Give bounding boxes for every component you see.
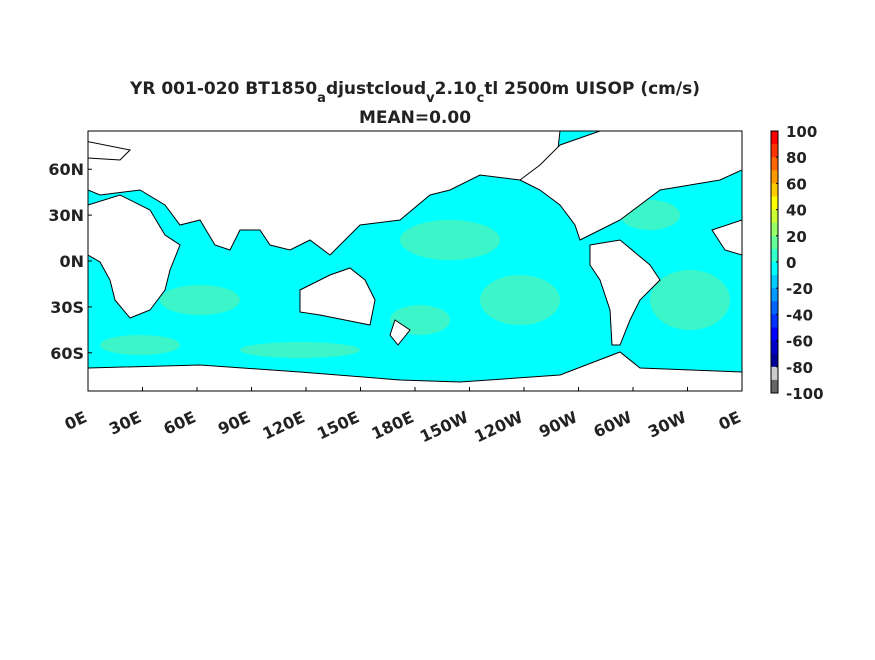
map [88,131,742,391]
colorbar-tick-label: -20 [786,280,813,298]
colorbar-tick-label: 100 [786,123,817,141]
colorbar-tick-label: 20 [786,228,807,246]
colorbar-segment [771,144,778,158]
colorbar-tick-label: -40 [786,306,813,324]
chart-title: YR 001-020 BT1850adjustcloudv2.10ctl 250… [129,79,700,106]
field-patches [100,200,730,358]
colorbar-tick-label: -100 [786,385,824,403]
colorbar-tick-label: 0 [786,254,796,272]
title-part: c [477,91,485,106]
y-tick-label: 0N [59,252,84,271]
colorbar-tick-label: 40 [786,202,807,220]
colorbar-segment [771,183,778,197]
title-part: 2.10 [435,79,477,99]
colorbar-segment [771,131,778,145]
colorbar-tick-label: 80 [786,149,807,167]
title-part: a [317,91,326,106]
colorbar-tick-label: -80 [786,359,813,377]
y-tick-label: 60S [50,344,84,363]
y-tick-label: 60N [48,160,84,179]
colorbar-segment [771,209,778,223]
colorbar-segment [771,222,778,237]
colorbar-segment [771,262,778,276]
colorbar-segment [771,327,778,341]
colorbar: 100 80 60 40 20 0 -20 -40 -60 -80 -100 [770,123,824,403]
colorbar-segment [771,340,778,354]
title-part: djustcloud [326,79,426,99]
colorbar-segment [771,170,778,184]
land [88,131,742,391]
colorbar-segment [771,366,778,381]
colorbar-segment [771,301,778,315]
colorbar-tick-label: 60 [786,175,807,193]
colorbar-segment [771,157,778,171]
title-part: tl 2500m UISOP (cm/s) [484,79,700,99]
colorbar-segment [771,379,778,394]
y-tick-label: 30S [50,298,84,317]
title-part: YR 001-020 BT1850 [129,79,317,99]
colorbar-segment [771,196,778,210]
colorbar-segment [771,288,778,302]
colorbar-segment [771,248,778,263]
colorbar-segment [771,235,778,250]
colorbar-segment [771,353,778,368]
chart-subtitle: MEAN=0.00 [359,108,471,128]
colorbar-segment [771,314,778,328]
y-tick-label: 30N [48,206,84,225]
colorbar-tick-label: -60 [786,333,813,351]
title-part: v [426,91,435,106]
colorbar-segment [771,275,778,289]
